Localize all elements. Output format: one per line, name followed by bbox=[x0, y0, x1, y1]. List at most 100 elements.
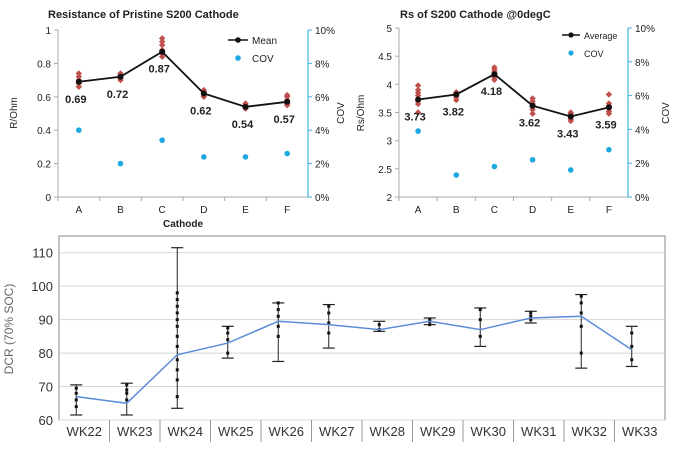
x-tick-label: WK25 bbox=[218, 424, 253, 439]
sample-point bbox=[175, 358, 179, 362]
y2-tick-label: 6% bbox=[315, 93, 330, 104]
data-label: 0.72 bbox=[107, 89, 128, 101]
legend-cov-label: COV bbox=[252, 54, 274, 65]
y2-tick-label: 0% bbox=[315, 193, 330, 204]
sample-point bbox=[125, 398, 129, 402]
cov-point bbox=[415, 128, 421, 134]
mean-point bbox=[159, 48, 166, 55]
sample-point bbox=[414, 82, 422, 89]
chart-1-legend: Mean COV bbox=[228, 36, 277, 65]
sample-point bbox=[175, 368, 179, 372]
mean-point bbox=[75, 78, 82, 85]
sample-point bbox=[630, 344, 634, 348]
sample-point bbox=[579, 324, 583, 328]
data-label: 3.82 bbox=[443, 106, 464, 118]
y2-tick-label: 10% bbox=[315, 26, 335, 37]
x-tick-label: WK31 bbox=[521, 424, 556, 439]
cov-point bbox=[567, 167, 574, 173]
data-label: 3.59 bbox=[595, 119, 616, 131]
sample-point bbox=[276, 301, 280, 305]
cov-point bbox=[242, 154, 249, 160]
sample-point bbox=[125, 388, 129, 392]
mean-line bbox=[78, 50, 288, 108]
y2-tick-label: 8% bbox=[635, 58, 650, 69]
cov-point bbox=[529, 157, 536, 163]
sample-point bbox=[529, 314, 533, 318]
y-tick-label: 70 bbox=[39, 380, 53, 395]
chart-1-x-label: Cathode bbox=[163, 219, 203, 230]
mean-point bbox=[117, 73, 124, 80]
cov-point bbox=[201, 154, 207, 160]
legend-average-label: Average bbox=[584, 31, 617, 41]
sample-point bbox=[579, 311, 583, 315]
sample-point bbox=[377, 323, 381, 327]
y2-tick-label: 10% bbox=[635, 24, 655, 35]
data-label: 3.43 bbox=[557, 128, 578, 140]
data-label: 0.87 bbox=[148, 64, 169, 76]
sample-point bbox=[579, 351, 583, 355]
x-tick-label: WK22 bbox=[67, 424, 102, 439]
mean-point bbox=[200, 90, 207, 97]
x-tick-label: WK23 bbox=[117, 424, 152, 439]
legend-cov2-marker bbox=[568, 50, 574, 56]
cov-point bbox=[606, 146, 612, 153]
sample-point bbox=[327, 331, 331, 335]
x-tick-label: WK27 bbox=[319, 424, 354, 439]
chart-2-y2-label: COV bbox=[661, 102, 672, 124]
sample-point bbox=[226, 338, 230, 342]
cov-point bbox=[284, 150, 290, 157]
dcr-line bbox=[76, 315, 633, 405]
x-tick-label: C bbox=[491, 205, 498, 216]
cov-point bbox=[76, 127, 82, 133]
y-tick-label: 2.5 bbox=[378, 165, 392, 176]
x-tick-label: WK26 bbox=[269, 424, 304, 439]
y2-tick-label: 4% bbox=[635, 125, 650, 136]
sample-point bbox=[478, 308, 482, 312]
chart-1-title: Resistance of Pristine S200 Cathode bbox=[48, 9, 239, 21]
legend-mean-marker bbox=[235, 37, 241, 43]
sample-point bbox=[75, 70, 83, 77]
sample-point bbox=[478, 334, 482, 338]
data-label: 0.54 bbox=[232, 119, 254, 131]
sample-point bbox=[175, 311, 179, 315]
y2-tick-label: 2% bbox=[315, 160, 330, 171]
sample-point bbox=[158, 38, 166, 45]
x-tick-label: WK33 bbox=[622, 424, 657, 439]
y-tick-label: 0.8 bbox=[37, 59, 51, 70]
sample-point bbox=[414, 86, 422, 94]
sample-point bbox=[529, 318, 533, 322]
sample-point bbox=[579, 294, 583, 298]
sample-point bbox=[125, 383, 129, 387]
sample-point bbox=[74, 386, 78, 390]
x-tick-label: F bbox=[606, 205, 612, 216]
y2-tick-label: 0% bbox=[635, 193, 650, 204]
x-tick-label: C bbox=[159, 205, 166, 216]
chart-2-title: Rs of S200 Cathode @0degC bbox=[400, 9, 551, 21]
sample-point bbox=[605, 91, 613, 98]
sample-point bbox=[491, 64, 498, 71]
sample-point bbox=[175, 318, 179, 322]
mean-point bbox=[242, 103, 249, 110]
y-tick-label: 3 bbox=[386, 137, 392, 148]
x-tick-label: E bbox=[567, 205, 574, 216]
sample-point bbox=[226, 351, 230, 355]
sample-point bbox=[630, 331, 634, 335]
mean-point bbox=[415, 96, 422, 103]
mean-point bbox=[529, 102, 536, 109]
x-tick-label: A bbox=[75, 205, 82, 216]
y2-tick-label: 6% bbox=[635, 92, 650, 103]
y-tick-label: 3.5 bbox=[378, 109, 392, 120]
sample-point bbox=[276, 324, 280, 328]
sample-point bbox=[242, 100, 249, 107]
y2-tick-label: 4% bbox=[315, 126, 330, 137]
chart-2-legend: Average COV bbox=[562, 31, 617, 59]
y-tick-label: 0.2 bbox=[37, 160, 51, 171]
sample-point bbox=[529, 311, 533, 315]
sample-point bbox=[428, 323, 432, 327]
chart-3-y-label: DCR (70% SOC) bbox=[2, 284, 16, 375]
y-tick-label: 60 bbox=[39, 413, 53, 428]
sample-point bbox=[158, 35, 166, 42]
x-tick-label: D bbox=[529, 205, 536, 216]
data-label: 3.73 bbox=[404, 112, 425, 124]
